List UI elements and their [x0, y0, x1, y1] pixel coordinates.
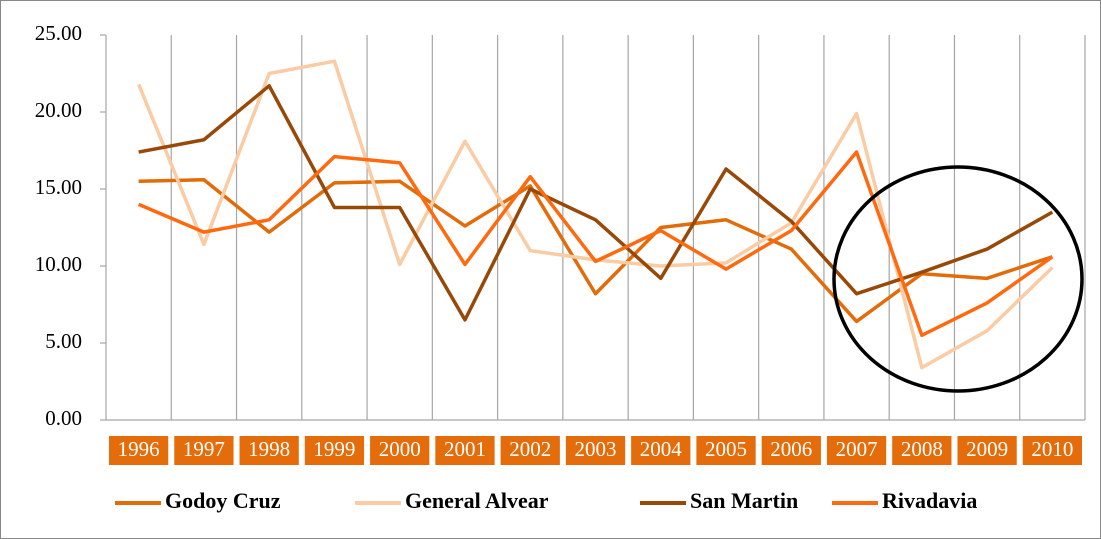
x-tick-label: 2004 — [640, 437, 683, 461]
category-label-box — [957, 436, 1017, 465]
category-label-box — [1022, 436, 1082, 465]
category-label-box — [435, 436, 495, 465]
category-label-box — [239, 436, 299, 465]
x-tick-label: 2008 — [901, 437, 943, 461]
y-tick-label: 5.00 — [45, 329, 82, 353]
category-label-box — [370, 436, 430, 465]
y-tick-label: 15.00 — [35, 175, 82, 199]
x-tick-label: 2002 — [509, 437, 551, 461]
category-label-box — [109, 436, 169, 465]
legend-label: San Martin — [690, 488, 798, 513]
category-label-box — [174, 436, 234, 465]
legend-label: Rivadavia — [882, 488, 977, 513]
x-tick-label: 2010 — [1031, 437, 1073, 461]
x-tick-label: 1996 — [118, 437, 160, 461]
y-tick-label: 0.00 — [45, 406, 82, 430]
x-tick-label: 2006 — [770, 437, 812, 461]
x-tick-label: 1998 — [248, 437, 290, 461]
series-line — [137, 150, 1054, 338]
x-tick-label: 2005 — [705, 437, 747, 461]
category-label-box — [826, 436, 887, 465]
category-label-box — [500, 436, 560, 465]
x-tick-label: 1999 — [313, 437, 355, 461]
x-tick-label: 2003 — [575, 437, 617, 461]
category-label-box — [631, 436, 691, 465]
category-label-box — [761, 436, 821, 465]
legend-label: Godoy Cruz — [165, 488, 281, 513]
y-tick-label: 10.00 — [35, 252, 82, 276]
highlight-circle — [832, 165, 1084, 393]
x-tick-label: 2009 — [966, 437, 1008, 461]
y-tick-label: 25.00 — [35, 21, 82, 45]
category-label-box — [304, 436, 365, 465]
category-label-box — [565, 436, 626, 465]
x-tick-label: 2000 — [379, 437, 421, 461]
y-tick-label: 20.00 — [35, 98, 82, 122]
category-label-box — [892, 436, 952, 465]
x-tick-label: 1997 — [183, 437, 225, 461]
x-tick-label: 2007 — [836, 437, 878, 461]
legend-label: General Alvear — [405, 488, 549, 513]
x-tick-label: 2001 — [444, 437, 486, 461]
plot-area: 0.00 5.00 10.00 15.00 20.00 25.00 1996 1997 1998… — [35, 21, 1086, 513]
category-label-box — [696, 436, 756, 465]
